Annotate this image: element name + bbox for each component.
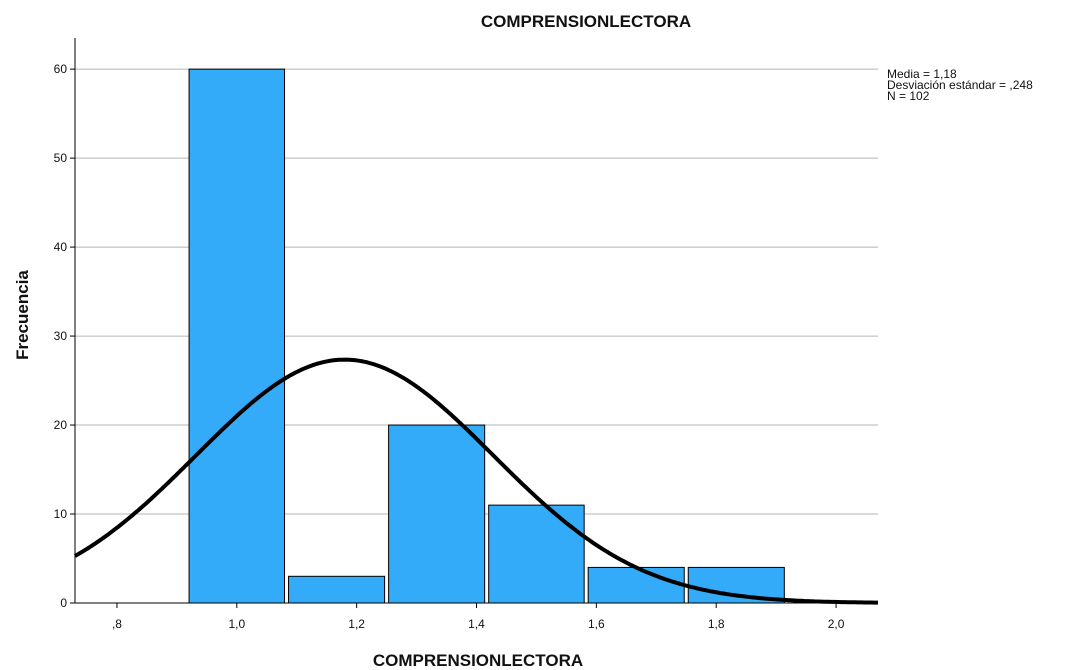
histogram-bar: [388, 424, 486, 604]
y-tick-label: 10: [54, 507, 68, 521]
histogram-bars: [188, 68, 785, 604]
x-tick-label: 1,0: [228, 617, 245, 631]
histogram-bar: [587, 566, 685, 604]
stats-line: N = 102: [887, 89, 930, 103]
x-tick-labels: ,8 1,0 1,2 1,4 1,6 1,8 2,0: [112, 603, 845, 631]
histogram-bar: [488, 504, 585, 604]
y-tick-labels: 0 10 20 30 40 50 60: [54, 62, 75, 610]
y-axis-title: Frecuencia: [13, 270, 32, 360]
chart-title: COMPRENSIONLECTORA: [481, 12, 691, 31]
y-tick-label: 40: [54, 240, 68, 254]
histogram-bar: [188, 68, 286, 604]
x-tick-label: 1,2: [348, 617, 365, 631]
normal-curve-layer: [73, 357, 878, 605]
x-axis-title: COMPRENSIONLECTORA: [373, 651, 583, 670]
y-tick-label: 20: [54, 418, 68, 432]
x-tick-label: ,8: [112, 617, 122, 631]
y-tick-label: 30: [54, 329, 68, 343]
x-tick-label: 1,4: [468, 617, 485, 631]
x-tick-label: 2,0: [828, 617, 845, 631]
normal-curve: [73, 357, 878, 605]
stats-line: Media = 1,18: [887, 67, 957, 81]
y-tick-label: 50: [54, 151, 68, 165]
stats-line: Desviación estándar = ,248: [887, 78, 1033, 92]
x-tick-label: 1,6: [588, 617, 605, 631]
y-tick-label: 0: [60, 596, 67, 610]
x-tick-label: 1,8: [708, 617, 725, 631]
y-tick-label: 60: [54, 62, 68, 76]
histogram-bar: [288, 575, 386, 604]
